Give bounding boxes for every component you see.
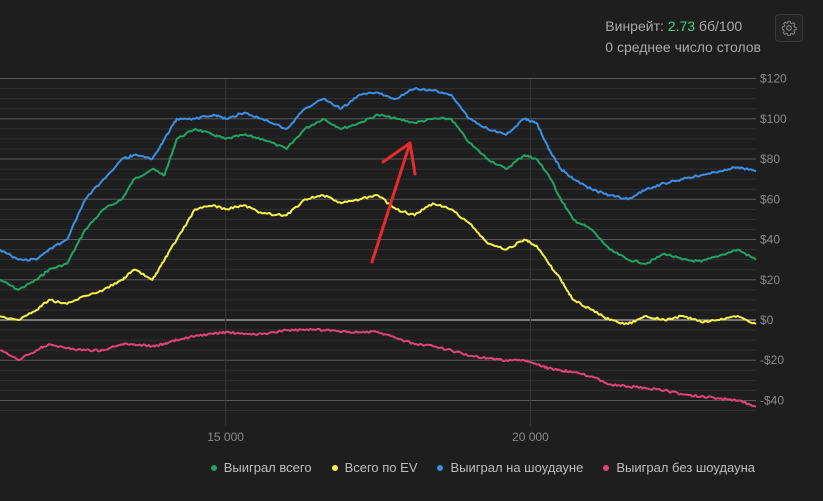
- legend-label: Всего по EV: [344, 460, 418, 475]
- y-tick-label: $0: [760, 313, 774, 327]
- legend-swatch: [210, 464, 217, 471]
- y-tick-label: $80: [760, 152, 780, 166]
- settings-button[interactable]: [775, 14, 803, 42]
- series-lines: [0, 87, 757, 408]
- tables-text: 0 среднее число столов: [605, 39, 761, 55]
- y-tick-label: $20: [760, 273, 780, 287]
- x-tick-label: 15 000: [207, 430, 244, 444]
- annotation-arrow: [370, 141, 417, 264]
- winrate-unit: бб/100: [698, 18, 743, 34]
- legend-item[interactable]: Выиграл всего: [210, 460, 312, 475]
- stats-panel: Винрейт: 2.73 бб/100 0 среднее число сто…: [605, 16, 761, 58]
- x-tick-label: 20 000: [512, 430, 549, 444]
- legend-item[interactable]: Всего по EV: [331, 460, 418, 475]
- x-axis-ticks: 15 000 20 000: [207, 430, 549, 444]
- y-axis-ticks: $120 $100 $80 $60 $40 $20 $0 -$20 -$40: [760, 72, 787, 408]
- legend-item[interactable]: Выиграл без шоудауна: [603, 460, 755, 475]
- series-line: [0, 113, 757, 291]
- y-tick-label: -$20: [760, 353, 784, 367]
- legend-swatch: [437, 464, 444, 471]
- winrate-value: 2.73: [667, 18, 696, 34]
- y-tick-label: $60: [760, 192, 780, 206]
- winrate-label: Винрейт:: [605, 18, 664, 34]
- legend-label: Выиграл всего: [223, 460, 312, 475]
- legend-swatch: [331, 464, 338, 471]
- legend-label: Выиграл на шоудауне: [450, 460, 584, 475]
- legend-item[interactable]: Выиграл на шоудауне: [437, 460, 583, 475]
- y-tick-label: $120: [760, 72, 787, 86]
- legend-swatch: [603, 464, 610, 471]
- y-tick-label: $100: [760, 112, 787, 126]
- y-tick-label: $40: [760, 233, 780, 247]
- winrate-line: Винрейт: 2.73 бб/100: [605, 16, 761, 37]
- series-line: [0, 194, 757, 326]
- chart-grid: [0, 78, 756, 426]
- gear-icon: [781, 20, 797, 36]
- series-line: [0, 328, 757, 408]
- chart-legend: Выиграл всего Всего по EV Выиграл на шоу…: [210, 460, 755, 475]
- y-tick-label: -$40: [760, 393, 784, 407]
- series-line: [0, 87, 757, 262]
- legend-label: Выиграл без шоудауна: [616, 460, 755, 475]
